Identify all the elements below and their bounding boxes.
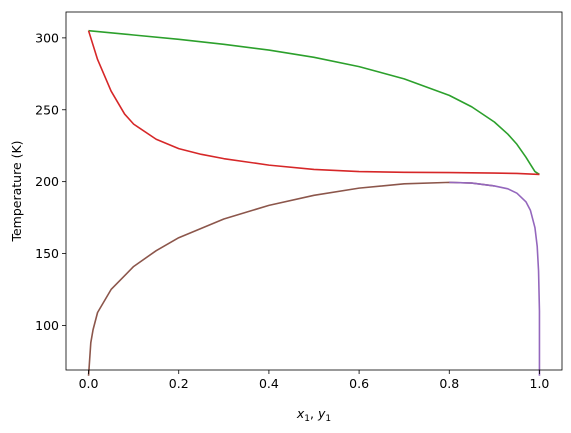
series-line-3 bbox=[87, 181, 495, 376]
y-tick-label: 150 bbox=[35, 246, 59, 261]
x-axis-label: x1, y1 bbox=[296, 406, 331, 424]
x-tick-label: 0.4 bbox=[259, 376, 279, 391]
x-axis-label-x: x bbox=[296, 406, 305, 421]
series-line-4 bbox=[449, 181, 541, 376]
x-tick-label: 1.0 bbox=[530, 376, 550, 391]
x-axis-label-sub1: 1 bbox=[304, 414, 310, 424]
y-tick-label: 300 bbox=[35, 30, 59, 45]
x-tick-label: 0.8 bbox=[439, 376, 459, 391]
x-ticks: 0.0 0.2 0.4 0.6 0.8 1.0 bbox=[79, 370, 550, 391]
y-axis-label: Temperature (K) bbox=[9, 140, 24, 242]
plot-frame bbox=[65, 11, 563, 371]
x-axis-label-sub2: 1 bbox=[325, 414, 331, 424]
y-tick-label: 100 bbox=[35, 318, 59, 333]
x-tick-label: 0.6 bbox=[349, 376, 369, 391]
series-line-2 bbox=[87, 30, 540, 176]
y-tick-label: 250 bbox=[35, 102, 59, 117]
series-line-1 bbox=[88, 29, 540, 176]
x-tick-label: 0.2 bbox=[169, 376, 189, 391]
y-tick-label: 200 bbox=[35, 174, 59, 189]
plot-lines bbox=[87, 29, 541, 376]
x-tick-label: 0.0 bbox=[79, 376, 99, 391]
x-axis-label-sep: , bbox=[310, 406, 318, 421]
x-axis-label-y: y bbox=[317, 406, 326, 421]
y-ticks: 100 150 200 250 300 bbox=[35, 30, 66, 333]
